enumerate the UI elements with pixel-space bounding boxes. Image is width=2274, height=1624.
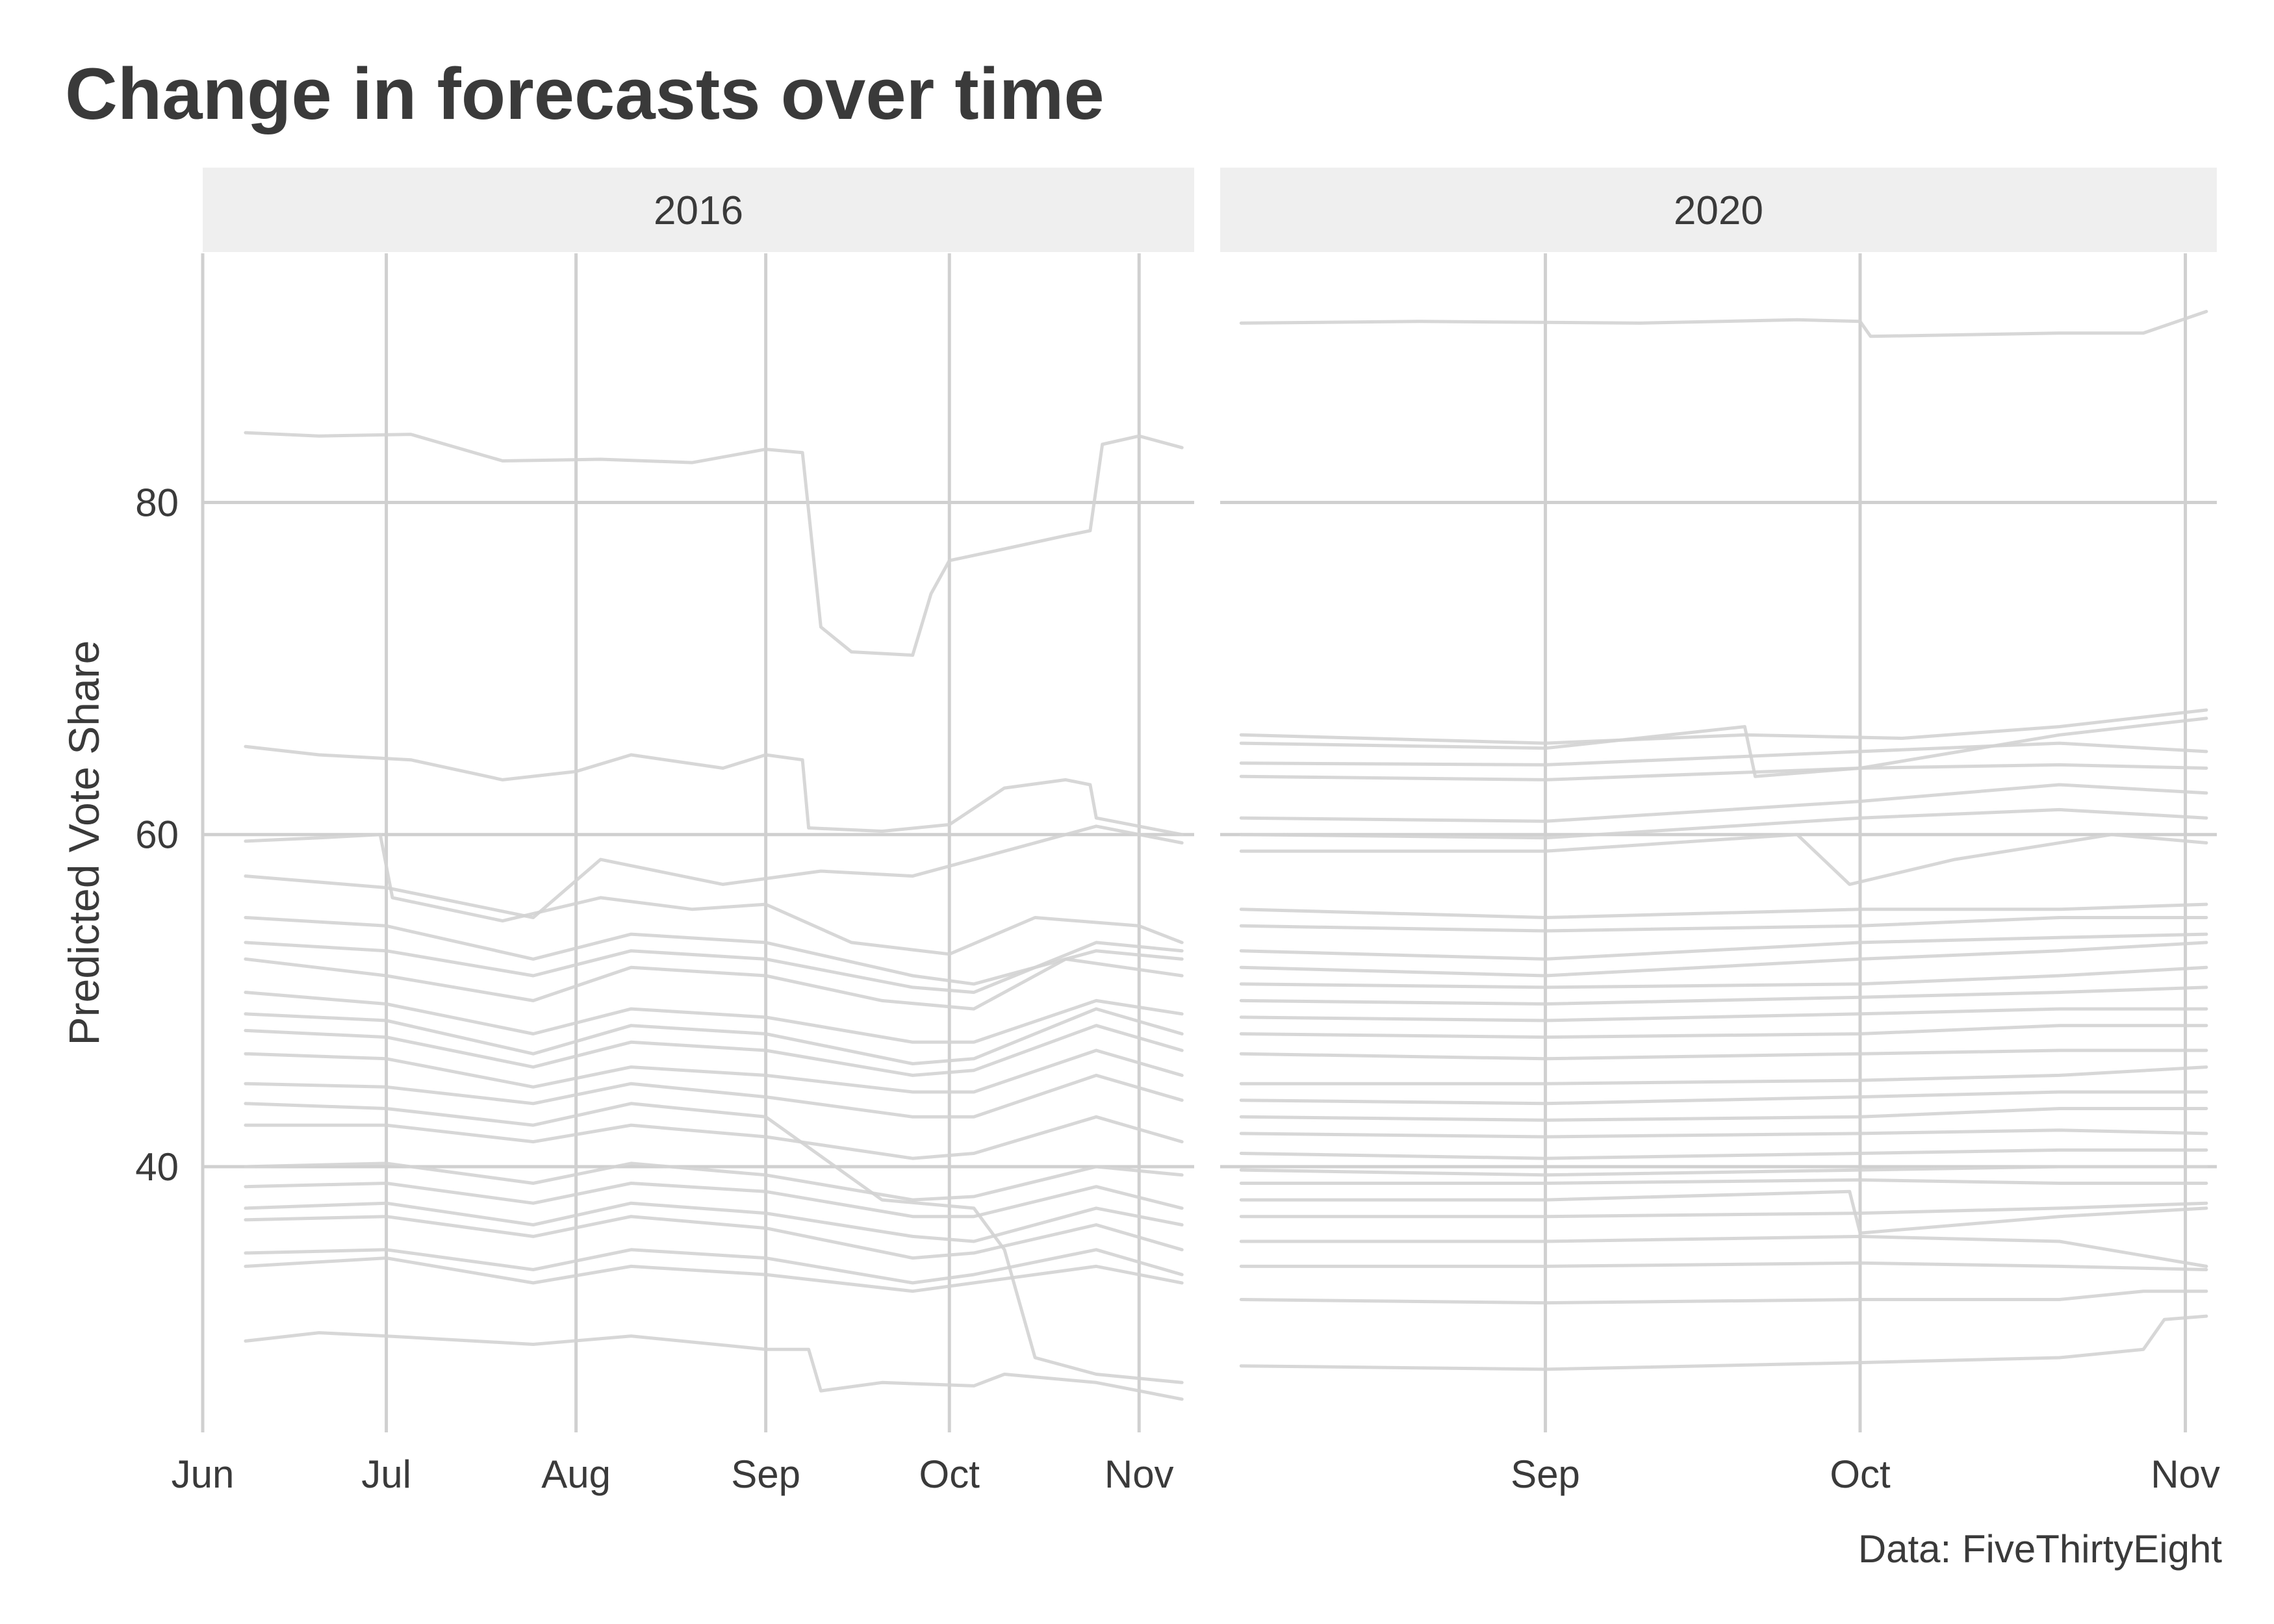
series-line-2016-11	[244, 1161, 1184, 1202]
chart-caption: Data: FiveThirtyEight	[1858, 1527, 2223, 1571]
x-tick-label: Nov	[2151, 1453, 2220, 1496]
series-line-2020-18	[1239, 1090, 2208, 1106]
series-line-2020-12	[1239, 965, 2208, 989]
series-line-2020-7	[1239, 833, 2208, 886]
series-line-2020-24	[1239, 1189, 2208, 1235]
facet-strip-label: 2016	[654, 188, 743, 233]
series-line-2020-19	[1239, 1107, 2208, 1122]
series-line-2020-11	[1239, 941, 2208, 978]
series-line-2016-4	[244, 957, 1184, 1011]
y-tick-label: 80	[135, 481, 179, 524]
series-line-2020-2	[1239, 717, 2208, 778]
series-line-2016-3	[244, 824, 1184, 919]
x-tick-label: Oct	[1830, 1453, 1891, 1496]
chart-title: Change in forecasts over time	[65, 53, 1105, 134]
series-line-2020-0	[1239, 310, 2208, 338]
facets: 2016 Jun Jul Aug Sep Oct Nov 2020 Sep Oct Nov 40 60 8…	[135, 168, 2220, 1496]
x-tick-label: Sep	[1511, 1453, 1580, 1496]
series-line-2016-12	[244, 1182, 1184, 1219]
series-line-2020-4	[1239, 763, 2208, 781]
series-line-2020-17	[1239, 1065, 2208, 1085]
x-tick-label: Sep	[731, 1453, 800, 1496]
series-line-2016-15	[244, 1248, 1184, 1285]
series-line-2016-0	[244, 431, 1184, 657]
facet-panel-2016: 2016 Jun Jul Aug Sep Oct Nov	[172, 168, 1194, 1496]
series-line-2020-3	[1239, 741, 2208, 767]
series-line-2020-29	[1239, 1314, 2208, 1371]
series-line-2020-8	[1239, 902, 2208, 919]
series-line-2016-17	[244, 1331, 1184, 1401]
series-line-2020-14	[1239, 1007, 2208, 1022]
series-line-2016-18	[244, 916, 1184, 986]
series-line-2020-23	[1239, 1178, 2208, 1185]
series-line-2020-5	[1239, 783, 2208, 823]
series-line-2016-1	[244, 744, 1184, 837]
series-line-2016-8	[244, 1048, 1184, 1094]
facet-strip-2016	[203, 168, 1194, 252]
series-line-2020-25	[1239, 1201, 2208, 1219]
series-line-2020-26	[1239, 1234, 2208, 1268]
x-tick-label: Aug	[541, 1453, 611, 1496]
series-line-2016-16	[244, 1256, 1184, 1293]
facet-strip-2020	[1220, 168, 2217, 252]
series-line-2020-21	[1239, 1148, 2208, 1160]
series-line-2020-27	[1239, 1261, 2208, 1271]
x-tick-label: Oct	[919, 1453, 980, 1496]
series-line-2020-10	[1239, 932, 2208, 961]
x-tick-label: Nov	[1105, 1453, 1174, 1496]
series-line-2020-22	[1239, 1165, 2208, 1177]
series-line-2020-1	[1239, 708, 2208, 745]
series-line-2020-13	[1239, 985, 2208, 1006]
series-line-2016-9	[244, 1073, 1184, 1119]
series-line-2016-20	[244, 1102, 1184, 1384]
y-axis-title: Predicted Vote Share	[60, 641, 108, 1046]
series-line-2020-9	[1239, 916, 2208, 933]
series-line-2016-7	[244, 1024, 1184, 1077]
series-line-2016-10	[244, 1115, 1184, 1160]
series-line-2016-2	[244, 833, 1184, 956]
series-line-2016-19	[244, 941, 1184, 995]
series-line-2020-15	[1239, 1024, 2208, 1039]
facet-strip-label: 2020	[1674, 188, 1763, 233]
series-line-2020-20	[1239, 1128, 2208, 1139]
series-line-2016-5	[244, 991, 1184, 1044]
x-tick-label: Jun	[172, 1453, 235, 1496]
series-line-2020-16	[1239, 1048, 2208, 1061]
y-tick-label: 40	[135, 1145, 179, 1189]
x-tick-label: Jul	[361, 1453, 411, 1496]
series-line-2020-28	[1239, 1289, 2208, 1305]
series-line-2020-6	[1239, 807, 2208, 840]
series-line-2016-14	[244, 1215, 1184, 1260]
facet-panel-2020: 2020 Sep Oct Nov	[1220, 168, 2220, 1496]
series-line-2016-13	[244, 1201, 1184, 1243]
series-line-2016-6	[244, 1007, 1184, 1065]
y-tick-label: 60	[135, 813, 179, 857]
